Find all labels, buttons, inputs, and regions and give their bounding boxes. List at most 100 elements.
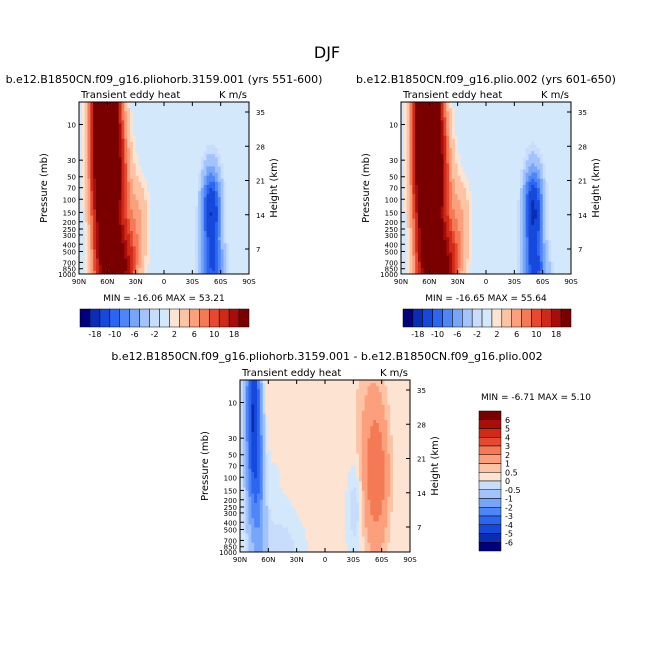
heatmap-cell — [90, 135, 94, 140]
heatmap-cell — [186, 243, 190, 247]
heatmap-cell — [237, 114, 241, 118]
heatmap-cell — [215, 169, 219, 174]
heatmap-cell — [559, 111, 563, 115]
heatmap-cell — [98, 221, 103, 226]
heatmap-cell — [189, 117, 193, 121]
heatmap-cell — [203, 178, 207, 183]
heatmap-cell — [121, 212, 125, 217]
heatmap-cell — [152, 135, 156, 140]
heatmap-cell — [130, 138, 134, 143]
heatmap-cell — [147, 135, 151, 140]
heatmap-cell — [189, 197, 193, 201]
heatmap-cell — [452, 114, 456, 118]
heatmap-cell — [440, 123, 444, 127]
heatmap-cell — [192, 172, 196, 177]
heatmap-cell — [545, 148, 549, 152]
heatmap-cell — [130, 255, 134, 260]
heatmap-cell — [562, 141, 566, 146]
heatmap-cell — [169, 145, 173, 149]
heatmap-cell — [172, 117, 176, 121]
heatmap-cell — [149, 206, 154, 210]
heatmap-cell — [232, 218, 236, 223]
heatmap-cell — [104, 117, 108, 121]
heatmap-cell — [409, 154, 413, 158]
heatmap-cell — [206, 200, 210, 204]
heatmap-cell — [545, 108, 549, 112]
heatmap-cell — [542, 151, 546, 155]
heatmap-cell — [104, 151, 108, 155]
heatmap-cell — [87, 267, 91, 272]
heatmap-cell — [189, 102, 193, 106]
heatmap-cell — [415, 181, 419, 186]
heatmap-cell — [161, 126, 165, 131]
heatmap-cell — [101, 200, 105, 204]
heatmap-cell — [403, 117, 408, 121]
heatmap-cell — [147, 243, 151, 247]
heatmap-cell — [164, 234, 168, 238]
heatmap-cell — [130, 191, 134, 195]
heatmap-cell — [237, 243, 241, 247]
heatmap-cell — [195, 151, 199, 155]
heatmap-cell — [562, 102, 566, 106]
heatmap-cell — [172, 224, 176, 229]
heatmap-cell — [149, 246, 154, 250]
heatmap-cell — [503, 141, 507, 146]
heatmap-cell — [144, 120, 148, 124]
heatmap-cell — [209, 123, 213, 127]
heatmap-cell — [98, 267, 103, 272]
heatmap-cell — [528, 151, 532, 155]
heatmap-cell — [115, 252, 120, 256]
heatmap-cell — [452, 160, 456, 164]
heatmap-cell — [217, 203, 222, 207]
heatmap-cell — [121, 117, 125, 121]
heatmap-cell — [452, 181, 456, 186]
heatmap-cell — [554, 138, 558, 143]
heatmap-cell — [200, 215, 205, 220]
heatmap-cell — [460, 108, 464, 112]
heatmap-cell — [483, 108, 487, 112]
heatmap-cell — [144, 255, 148, 260]
heatmap-cell — [189, 135, 193, 140]
heatmap-cell — [127, 255, 131, 260]
heatmap-cell — [517, 169, 521, 174]
heatmap-cell — [528, 154, 532, 158]
heatmap-cell — [124, 194, 128, 198]
heatmap-cell — [542, 132, 546, 137]
heatmap-cell — [130, 203, 134, 207]
heatmap-cell — [183, 123, 188, 127]
heatmap-cell — [101, 111, 105, 115]
heatmap-cell — [412, 184, 416, 189]
heatmap-cell — [415, 172, 419, 177]
heatmap-cell — [537, 111, 541, 115]
heatmap-cell — [124, 108, 128, 112]
heatmap-cell — [113, 209, 117, 213]
heatmap-cell — [195, 138, 199, 143]
heatmap-cell — [141, 194, 145, 198]
heatmap-cell — [110, 166, 114, 170]
heatmap-cell — [178, 163, 182, 167]
heatmap-cell — [181, 108, 185, 112]
heatmap-cell — [183, 240, 188, 244]
heatmap-cell — [246, 154, 250, 158]
heatmap-cell — [545, 160, 549, 164]
heatmap-cell — [101, 169, 105, 174]
heatmap-cell — [443, 166, 447, 170]
heatmap-cell — [443, 138, 447, 143]
heatmap-cell — [132, 200, 137, 204]
heatmap-cell — [161, 163, 165, 167]
heatmap-cell — [508, 126, 512, 131]
heatmap-cell — [189, 105, 193, 109]
heatmap-cell — [437, 181, 442, 186]
heatmap-cell — [226, 102, 230, 106]
heatmap-cell — [514, 105, 518, 109]
heatmap-cell — [223, 231, 227, 235]
heatmap-cell — [534, 108, 538, 112]
heatmap-cell — [559, 141, 563, 146]
heatmap-cell — [198, 178, 202, 183]
heatmap-cell — [226, 184, 230, 189]
heatmap-cell — [229, 123, 233, 127]
heatmap-cell — [132, 120, 137, 124]
heatmap-cell — [87, 120, 91, 124]
heatmap-cell — [226, 215, 230, 220]
heatmap-cell — [508, 120, 512, 124]
